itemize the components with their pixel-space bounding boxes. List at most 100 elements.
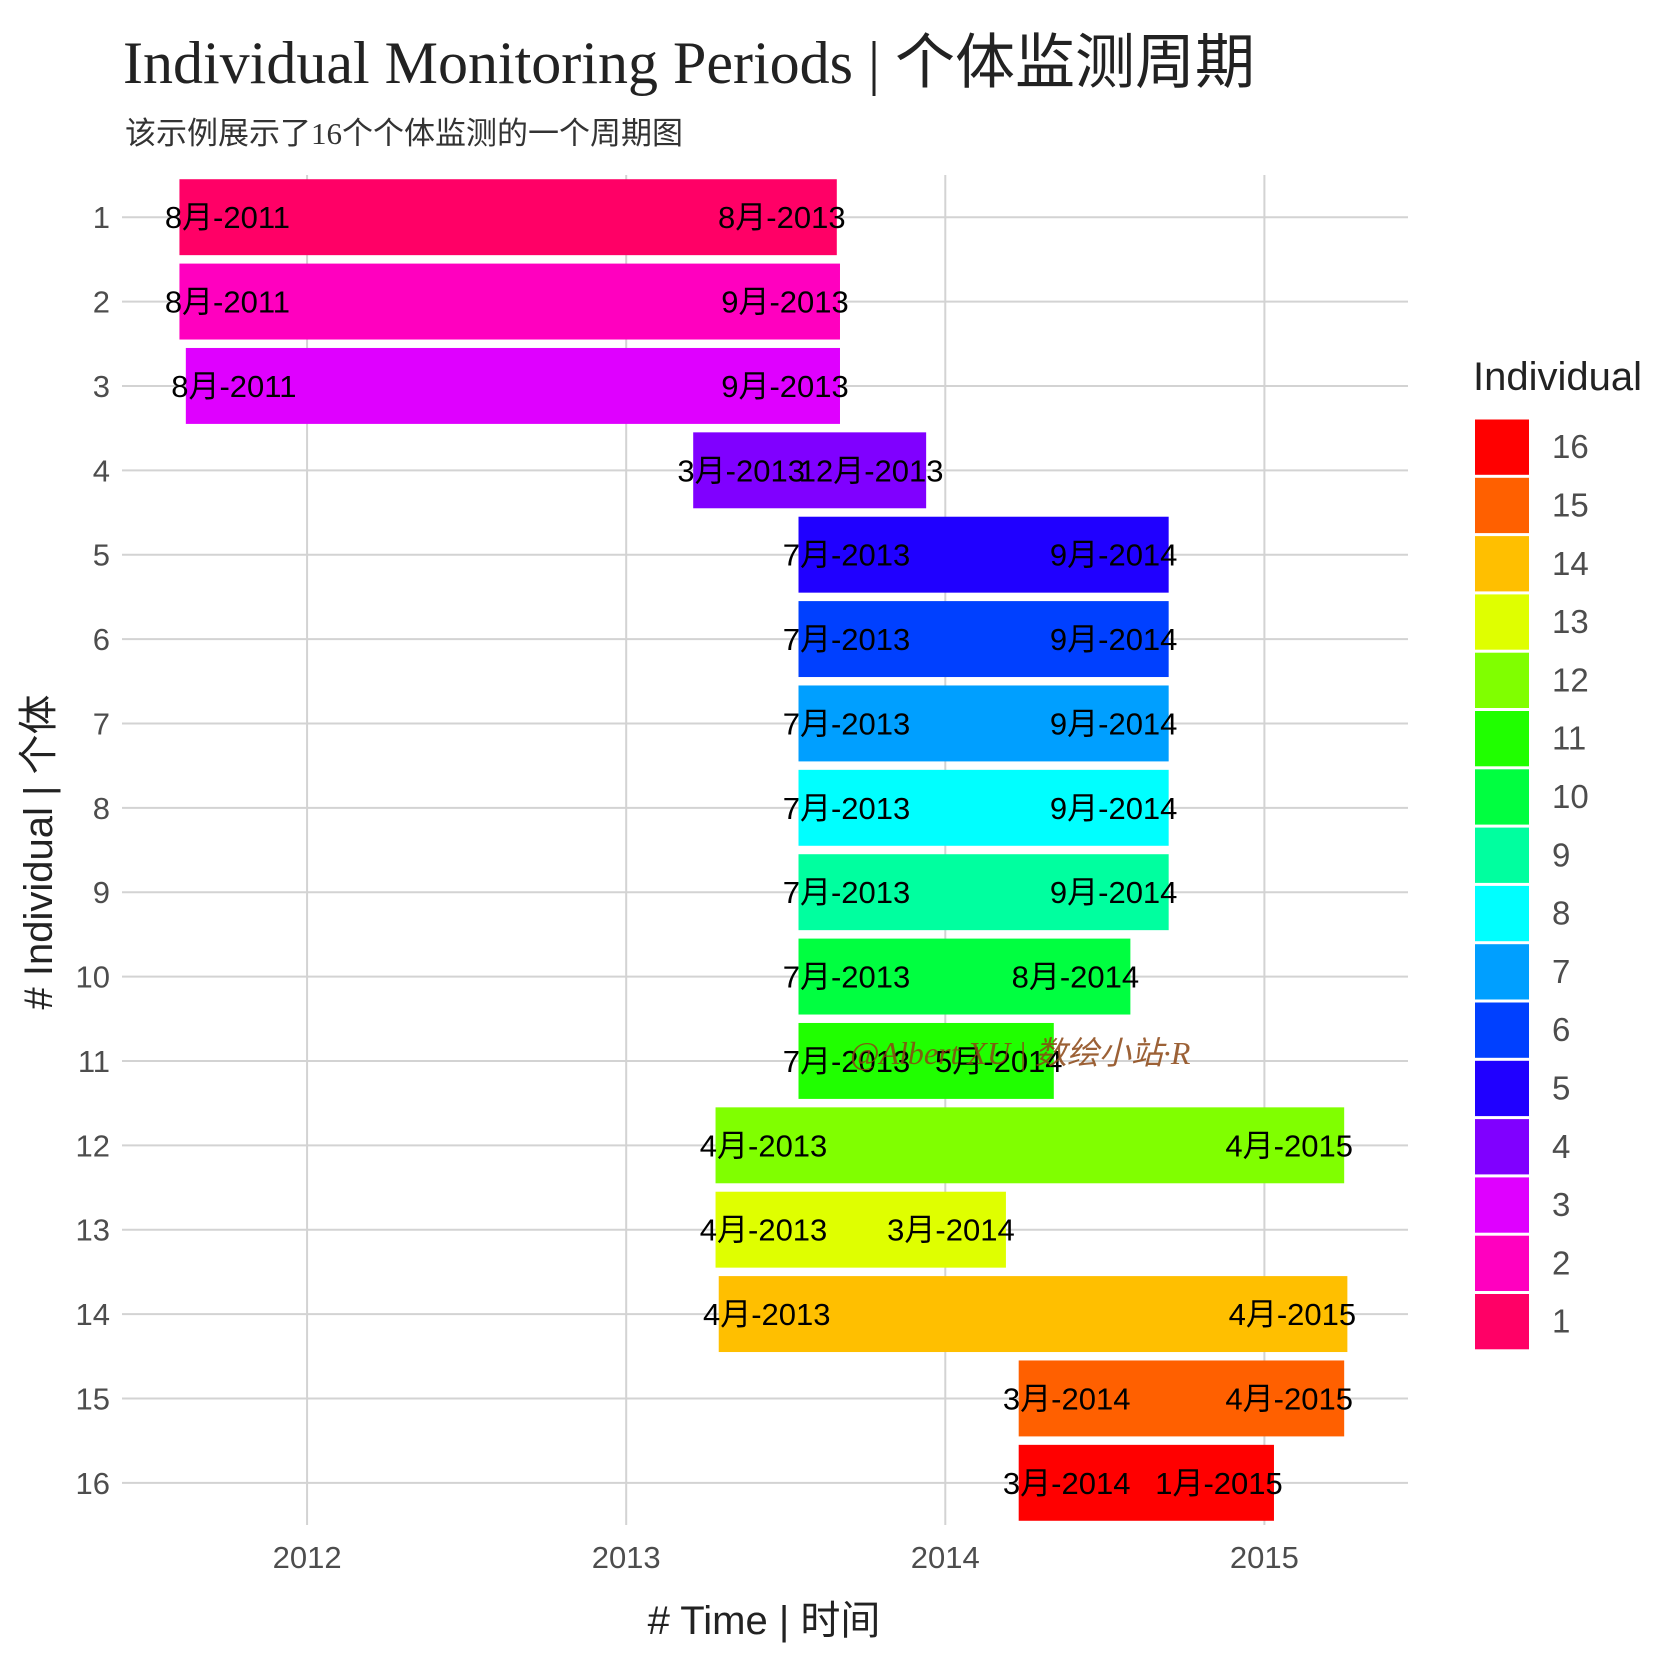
bar-individual-2 [179,263,840,340]
legend-key-6 [1475,1002,1529,1058]
x-tick-label: 2013 [592,1540,661,1575]
legend-label: 14 [1552,545,1589,582]
bar-start-label: 7月-2013 [783,791,911,826]
bar-start-label: 3月-2014 [1003,1466,1131,1501]
bar-start-label: 3月-2013 [677,453,805,488]
bar-individual-11 [798,1022,1054,1099]
legend-key-8 [1475,885,1529,942]
bar-start-label: 3月-2014 [1003,1381,1131,1416]
y-tick-label: 15 [76,1381,110,1416]
y-tick-label: 1 [93,200,110,235]
legend-key-16 [1475,419,1529,475]
bar-end-label: 4月-2015 [1225,1381,1353,1416]
legend-label: 7 [1552,953,1570,990]
legend-key-7 [1475,944,1529,1000]
bar-end-label: 9月-2013 [721,369,849,404]
bar-individual-16 [1018,1444,1274,1521]
bar-labels: 8月-2011 8月-2013 8月-2011 9月-2013 8月-2011 9月-20… [165,200,1356,1501]
bar-individual-3 [185,347,840,424]
legend-key-10 [1475,769,1529,825]
y-tick-label: 5 [93,538,110,573]
bar-start-label: 4月-2013 [700,1128,828,1163]
y-tick-label: 9 [93,875,110,910]
bar-end-label: 9月-2014 [1050,622,1178,657]
legend-label: 9 [1552,836,1570,873]
legend: Individual 16 15 14 13 12 11 10 9 8 7 6 5 4 3 2 1 [1473,355,1642,1350]
bar-start-label: 7月-2013 [783,538,911,573]
y-tick-label: 11 [78,1044,110,1079]
bar-end-label: 1月-2015 [1155,1466,1283,1501]
x-axis-label: # Time | 时间 [648,1599,881,1643]
bar-end-label: 8月-2013 [718,200,846,235]
bar-end-label: 12月-2013 [799,453,944,488]
y-tick-label: 7 [93,706,110,741]
x-tick-label: 2015 [1230,1540,1299,1575]
chart-title: Individual Monitoring Periods | 个体监测周期 [123,30,1255,96]
bar-end-label: 5月-2014 [935,1044,1063,1079]
y-tick-label: 13 [76,1213,110,1248]
y-tick-label: 16 [76,1466,110,1501]
bar-individual-14 [718,1276,1348,1353]
legend-key-5 [1475,1060,1529,1117]
legend-key-3 [1475,1177,1529,1233]
legend-label: 13 [1552,603,1589,640]
legend-key-1 [1475,1294,1529,1350]
legend-key-2 [1475,1235,1529,1291]
bar-start-label: 7月-2013 [783,622,911,657]
y-axis-label: # Individual | 个体 [17,695,61,1010]
bar-end-label: 9月-2013 [721,285,849,320]
bar-individual-13 [715,1191,1006,1268]
y-tick-label: 3 [93,369,110,404]
y-tick-label: 4 [93,453,110,488]
bar-start-label: 7月-2013 [783,875,911,910]
legend-label: 15 [1552,486,1589,523]
x-tick-label: 2014 [911,1540,980,1575]
bar-end-label: 8月-2014 [1012,960,1140,995]
legend-label: 16 [1552,428,1589,465]
legend-key-4 [1475,1119,1529,1175]
bar-individual-8 [798,769,1169,846]
legend-key-11 [1475,711,1529,767]
bars [179,179,1348,1521]
watermark-layer: @Albert XU | 数绘小站·R [850,1035,1191,1071]
legend-label: 11 [1552,720,1586,757]
bar-individual-4 [693,432,927,509]
y-tick-label: 10 [76,960,110,995]
legend-title: Individual [1473,355,1642,399]
bar-start-label: 4月-2013 [703,1297,831,1332]
y-tick-label: 12 [76,1128,110,1163]
watermark: @Albert XU | 数绘小站·R [850,1035,1191,1071]
legend-label: 3 [1552,1186,1570,1223]
legend-label: 1 [1552,1303,1570,1340]
bar-end-label: 9月-2014 [1050,706,1178,741]
bar-end-label: 9月-2014 [1050,791,1178,826]
bar-individual-5 [798,516,1169,593]
legend-items: 16 15 14 13 12 11 10 9 8 7 6 5 4 3 2 1 [1475,419,1589,1350]
y-tick-label: 6 [93,622,110,657]
bar-start-label: 8月-2011 [171,369,296,404]
bar-individual-12 [715,1107,1345,1184]
legend-label: 12 [1552,661,1589,698]
bar-start-label: 7月-2013 [783,706,911,741]
bar-end-label: 4月-2015 [1225,1128,1353,1163]
bar-end-label: 9月-2014 [1050,538,1178,573]
bar-individual-6 [798,601,1169,678]
bar-individual-10 [798,938,1131,1015]
bar-start-label: 8月-2011 [165,200,290,235]
chart-subtitle: 该示例展示了16个个体监测的一个周期图 [125,116,683,151]
bar-individual-1 [179,179,837,256]
legend-label: 6 [1552,1011,1570,1048]
y-tick-label: 2 [93,285,110,320]
legend-key-15 [1475,477,1529,534]
bar-start-label: 4月-2013 [700,1213,828,1248]
y-tick-label: 8 [93,791,110,826]
legend-label: 4 [1552,1128,1570,1165]
legend-key-14 [1475,536,1529,592]
bar-start-label: 7月-2013 [783,1044,911,1079]
bar-end-label: 9月-2014 [1050,875,1178,910]
bar-start-label: 8月-2011 [165,285,290,320]
legend-key-12 [1475,652,1529,708]
legend-label: 2 [1552,1244,1570,1281]
